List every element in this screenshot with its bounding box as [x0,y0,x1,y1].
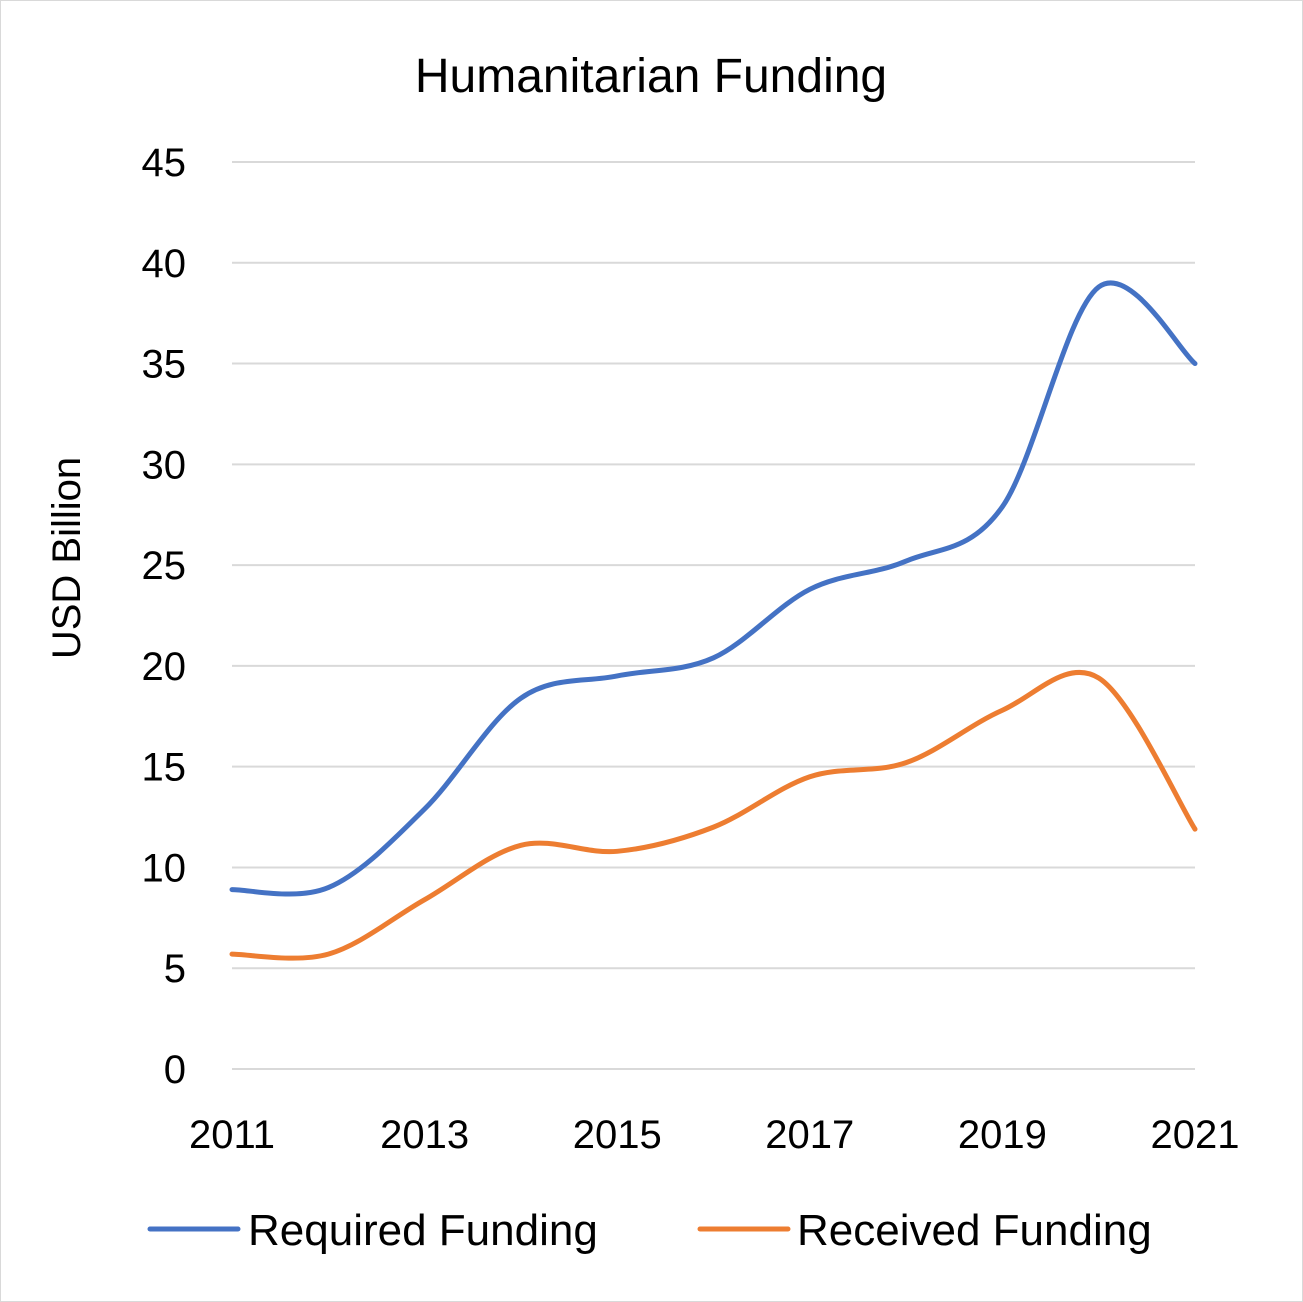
x-tick-label: 2015 [573,1113,662,1157]
y-tick-label: 15 [142,746,187,790]
y-tick-label: 25 [142,544,187,588]
x-tick-label: 2013 [380,1113,469,1157]
x-axis-ticks: 2011 2013 2015 2017 2019 2021 [189,1113,1240,1157]
x-tick-label: 2011 [189,1113,275,1157]
y-axis-label: USD Billion [45,457,89,659]
y-tick-label: 0 [164,1048,186,1092]
legend-label-received-funding: Received Funding [797,1206,1152,1255]
y-tick-label: 30 [142,443,187,487]
series-line-received-funding [229,670,1198,961]
chart-title: Humanitarian Funding [415,50,887,103]
legend: Required Funding Received Funding [147,1206,1152,1255]
y-tick-label: 35 [142,343,187,387]
y-tick-label: 5 [164,947,186,991]
x-tick-label: 2017 [765,1113,854,1157]
series-lines [229,280,1198,961]
legend-label-required-funding: Required Funding [248,1206,598,1255]
y-axis-ticks: 0 5 10 15 20 25 30 35 40 45 [142,141,187,1092]
series-line-required-funding [229,280,1198,897]
y-tick-label: 20 [142,645,187,689]
x-tick-label: 2021 [1151,1113,1240,1157]
y-tick-label: 40 [142,242,187,286]
y-tick-label: 10 [142,846,187,890]
gridlines [232,161,1195,1070]
y-tick-label: 45 [142,141,187,185]
x-tick-label: 2019 [958,1113,1047,1157]
